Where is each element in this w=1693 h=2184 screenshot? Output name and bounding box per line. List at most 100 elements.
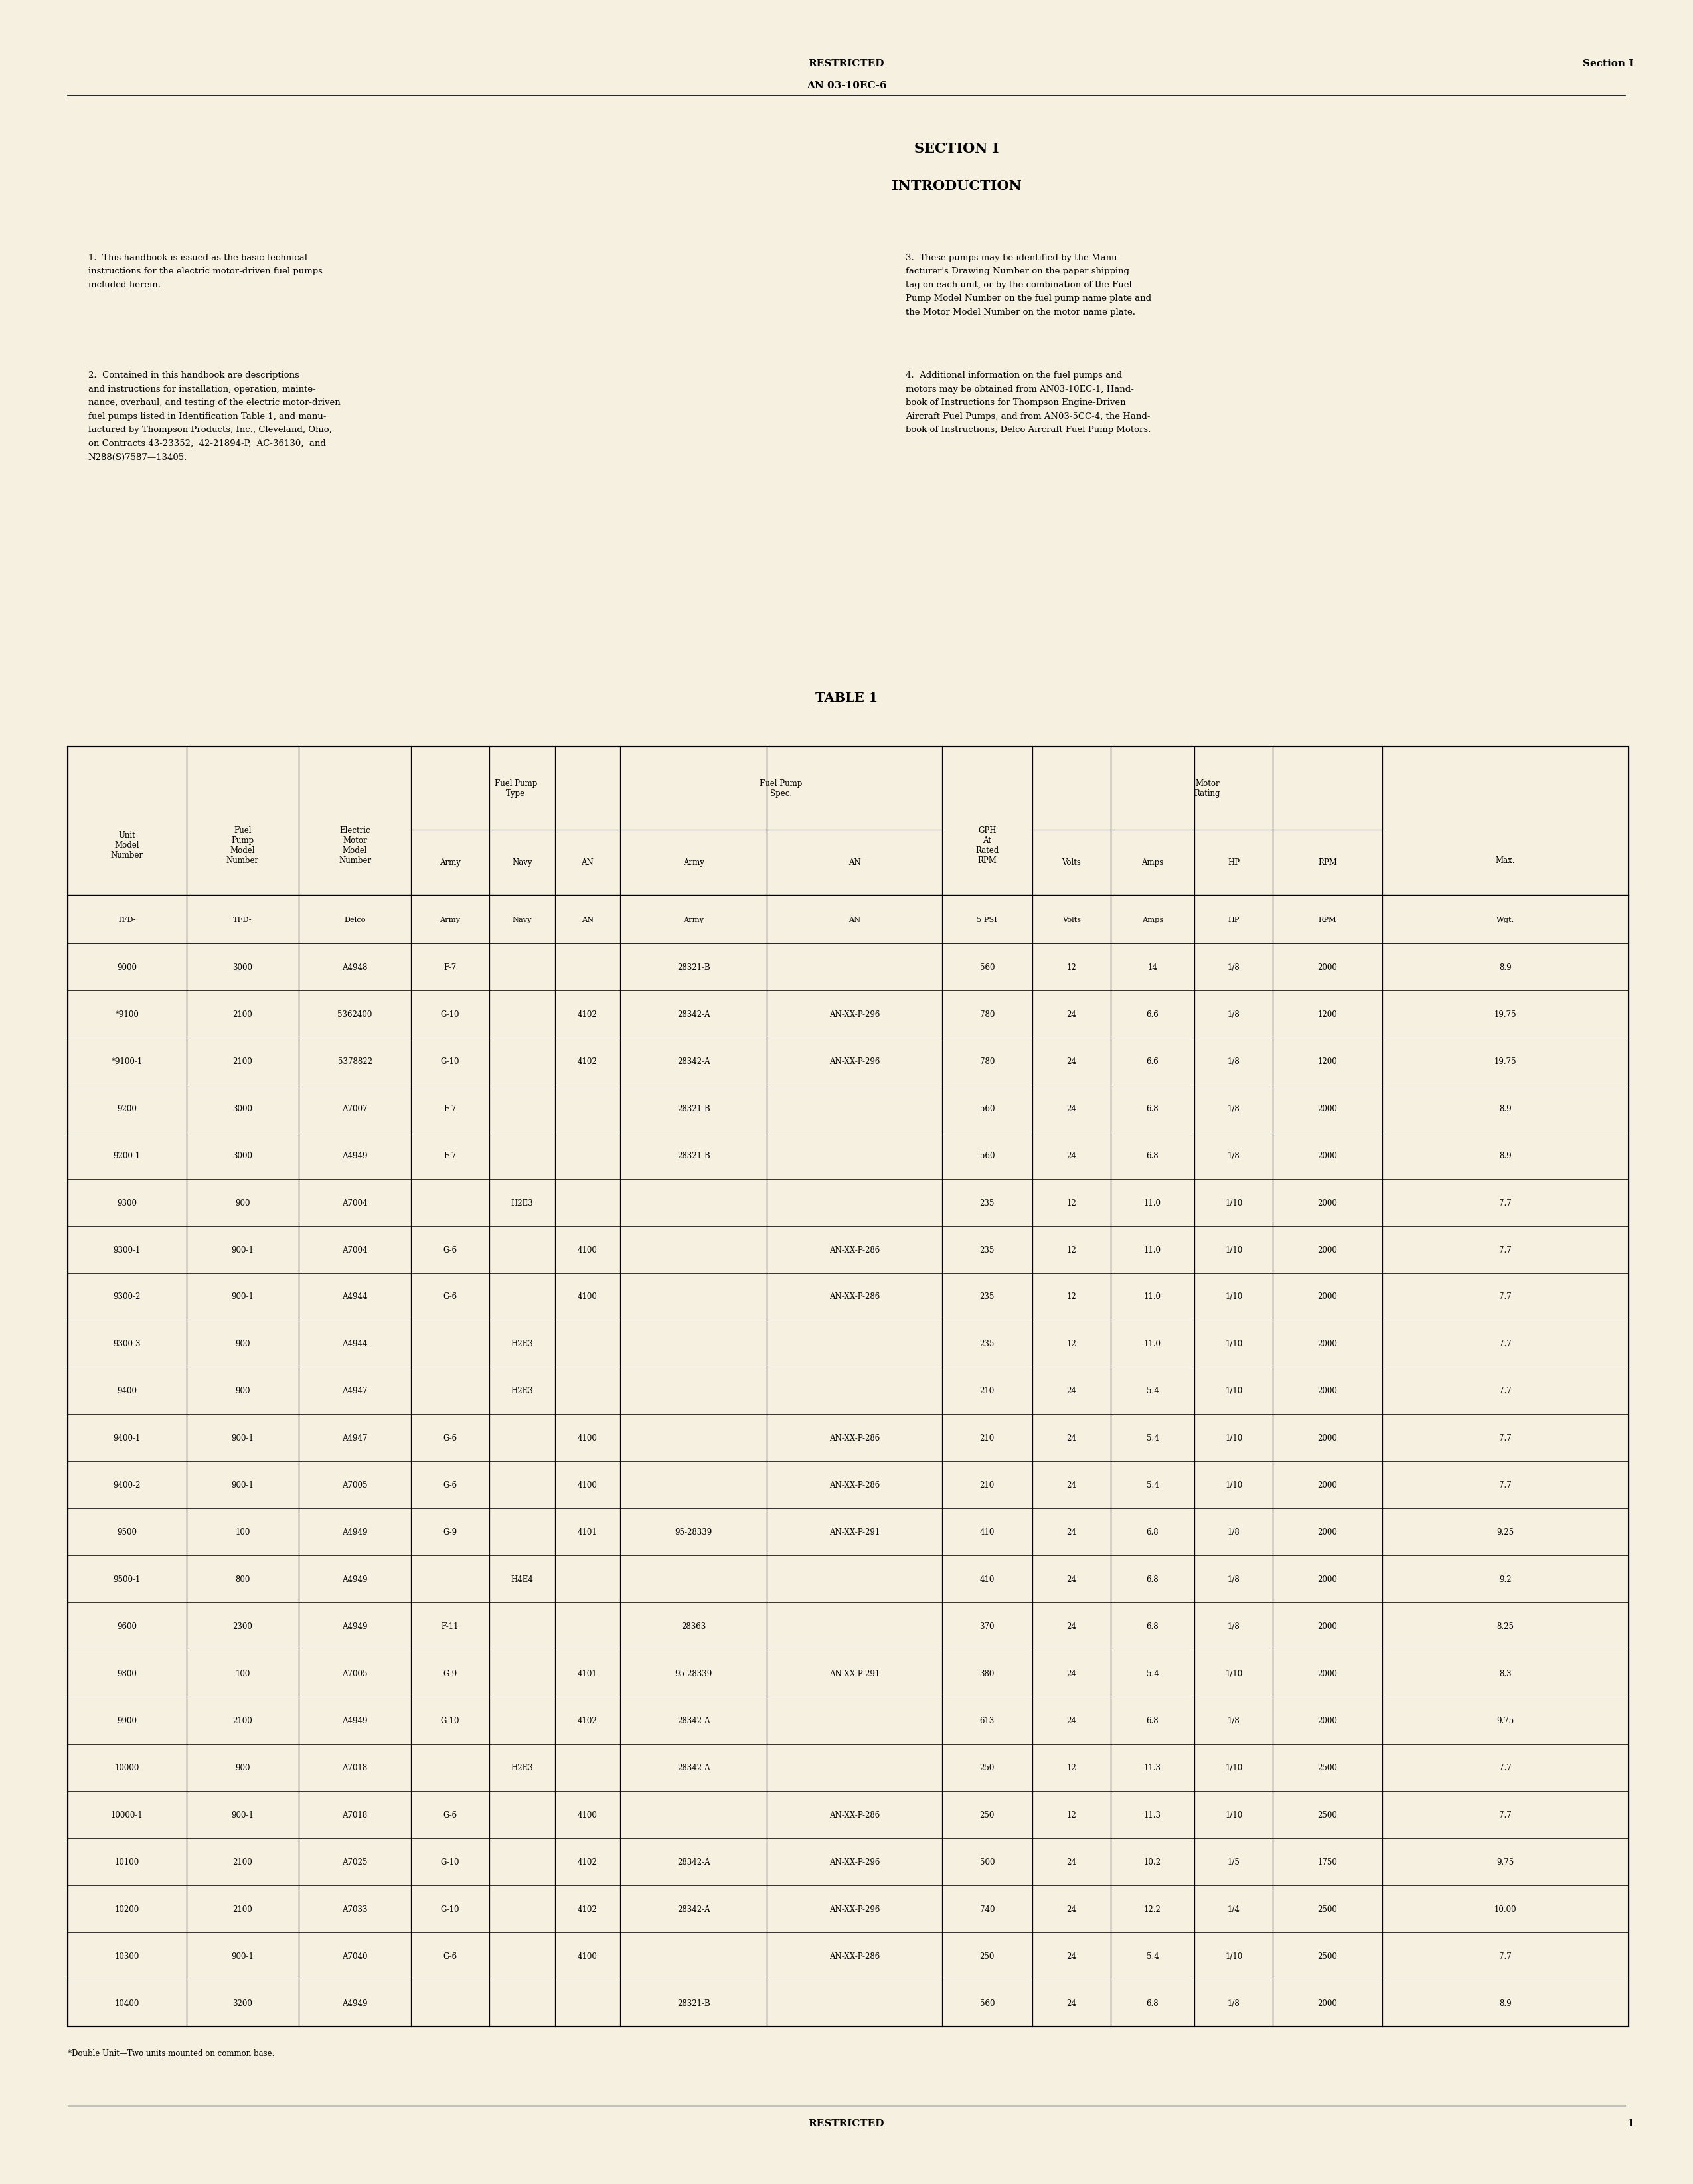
Text: 8.9: 8.9: [1500, 963, 1512, 972]
Text: 1/10: 1/10: [1226, 1762, 1243, 1771]
Text: Wgt.: Wgt.: [1497, 915, 1515, 924]
Text: Volts: Volts: [1062, 915, 1080, 924]
Text: AN-XX-P-296: AN-XX-P-296: [830, 1009, 880, 1018]
Text: 9200: 9200: [117, 1105, 137, 1112]
Text: RPM: RPM: [1317, 858, 1337, 867]
Text: 3200: 3200: [232, 1998, 252, 2007]
Text: 1/10: 1/10: [1226, 1433, 1243, 1441]
Text: Motor
Rating: Motor Rating: [1194, 780, 1221, 797]
Text: 9300-2: 9300-2: [113, 1293, 141, 1302]
Text: 2000: 2000: [1317, 1717, 1337, 1725]
Text: 19.75: 19.75: [1495, 1057, 1517, 1066]
Text: 4102: 4102: [577, 1717, 598, 1725]
Text: 7.7: 7.7: [1498, 1811, 1512, 1819]
Text: 95-28339: 95-28339: [676, 1669, 713, 1677]
Text: 235: 235: [980, 1199, 994, 1208]
Text: Electric
Motor
Model
Number: Electric Motor Model Number: [339, 826, 371, 865]
Text: 28321-B: 28321-B: [677, 1151, 709, 1160]
Text: 3000: 3000: [232, 963, 252, 972]
Text: H2E3: H2E3: [511, 1387, 533, 1396]
Text: 235: 235: [980, 1339, 994, 1348]
Text: 24: 24: [1067, 1859, 1077, 1865]
Text: 4100: 4100: [577, 1811, 598, 1819]
Text: 2100: 2100: [232, 1057, 252, 1066]
Text: G-10: G-10: [440, 1717, 459, 1725]
Text: A7005: A7005: [342, 1669, 367, 1677]
Text: 900-1: 900-1: [232, 1481, 254, 1489]
Text: 12.2: 12.2: [1144, 1904, 1161, 1913]
Text: 8.9: 8.9: [1500, 1105, 1512, 1112]
Text: 250: 250: [980, 1952, 994, 1961]
Text: 12: 12: [1067, 1762, 1077, 1771]
Text: 11.0: 11.0: [1144, 1245, 1161, 1254]
Text: 500: 500: [980, 1859, 994, 1865]
Text: 1/10: 1/10: [1226, 1199, 1243, 1208]
Text: 24: 24: [1067, 1433, 1077, 1441]
Text: 12: 12: [1067, 963, 1077, 972]
Text: RESTRICTED: RESTRICTED: [809, 2118, 884, 2127]
Text: AN-XX-P-291: AN-XX-P-291: [830, 1669, 880, 1677]
Text: A4949: A4949: [342, 1575, 367, 1583]
Text: 9200-1: 9200-1: [113, 1151, 141, 1160]
Text: 4102: 4102: [577, 1057, 598, 1066]
Text: 24: 24: [1067, 1057, 1077, 1066]
Text: Unit
Model
Number: Unit Model Number: [110, 830, 144, 860]
Text: G-6: G-6: [444, 1293, 457, 1302]
Text: RESTRICTED: RESTRICTED: [809, 59, 884, 68]
Text: 900-1: 900-1: [232, 1293, 254, 1302]
Text: RPM: RPM: [1319, 915, 1336, 924]
Text: 2300: 2300: [232, 1623, 252, 1631]
Text: G-10: G-10: [440, 1904, 459, 1913]
Text: H2E3: H2E3: [511, 1762, 533, 1771]
Text: 9400-1: 9400-1: [113, 1433, 141, 1441]
Text: 100: 100: [235, 1529, 251, 1538]
Text: 12: 12: [1067, 1293, 1077, 1302]
Text: 7.7: 7.7: [1498, 1481, 1512, 1489]
Text: 3.  These pumps may be identified by the Manu-
facturer's Drawing Number on the : 3. These pumps may be identified by the …: [906, 253, 1151, 317]
Text: 1/8: 1/8: [1227, 1623, 1239, 1631]
Text: 1/8: 1/8: [1227, 1057, 1239, 1066]
Text: 24: 24: [1067, 1717, 1077, 1725]
Text: 2000: 2000: [1317, 1529, 1337, 1538]
Text: TFD-: TFD-: [117, 915, 137, 924]
Text: 2500: 2500: [1317, 1811, 1337, 1819]
Text: 24: 24: [1067, 1623, 1077, 1631]
Text: 1/8: 1/8: [1227, 1105, 1239, 1112]
Text: 24: 24: [1067, 1669, 1077, 1677]
Text: 9500: 9500: [117, 1529, 137, 1538]
Text: AN-XX-P-286: AN-XX-P-286: [830, 1293, 880, 1302]
Text: 4100: 4100: [577, 1433, 598, 1441]
Text: 1/10: 1/10: [1226, 1669, 1243, 1677]
Text: 6.8: 6.8: [1146, 1623, 1158, 1631]
Text: 2000: 2000: [1317, 1433, 1337, 1441]
Text: A7025: A7025: [342, 1859, 367, 1865]
Text: AN: AN: [848, 915, 860, 924]
Text: A4947: A4947: [342, 1433, 367, 1441]
Text: F-7: F-7: [444, 1105, 457, 1112]
Text: 6.8: 6.8: [1146, 1529, 1158, 1538]
Text: 28321-B: 28321-B: [677, 1998, 709, 2007]
Text: 1: 1: [1627, 2118, 1634, 2127]
Text: 5362400: 5362400: [337, 1009, 372, 1018]
Text: 12: 12: [1067, 1245, 1077, 1254]
Text: A4944: A4944: [342, 1339, 367, 1348]
Text: 740: 740: [980, 1904, 994, 1913]
Text: 28321-B: 28321-B: [677, 1105, 709, 1112]
Text: 2.  Contained in this handbook are descriptions
and instructions for installatio: 2. Contained in this handbook are descri…: [88, 371, 340, 461]
Text: 7.7: 7.7: [1498, 1433, 1512, 1441]
Text: 9.2: 9.2: [1500, 1575, 1512, 1583]
Text: A4944: A4944: [342, 1293, 367, 1302]
Text: A4947: A4947: [342, 1387, 367, 1396]
Text: 900-1: 900-1: [232, 1433, 254, 1441]
Text: INTRODUCTION: INTRODUCTION: [892, 179, 1021, 192]
Text: 28321-B: 28321-B: [677, 963, 709, 972]
Text: 6.8: 6.8: [1146, 1717, 1158, 1725]
Text: 1750: 1750: [1317, 1859, 1337, 1865]
Text: 2100: 2100: [232, 1859, 252, 1865]
Text: 28342-A: 28342-A: [677, 1762, 709, 1771]
Text: 900-1: 900-1: [232, 1952, 254, 1961]
Bar: [68, 747, 1629, 2027]
Text: 900: 900: [235, 1339, 251, 1348]
Text: 2500: 2500: [1317, 1952, 1337, 1961]
Text: Section I: Section I: [1583, 59, 1634, 68]
